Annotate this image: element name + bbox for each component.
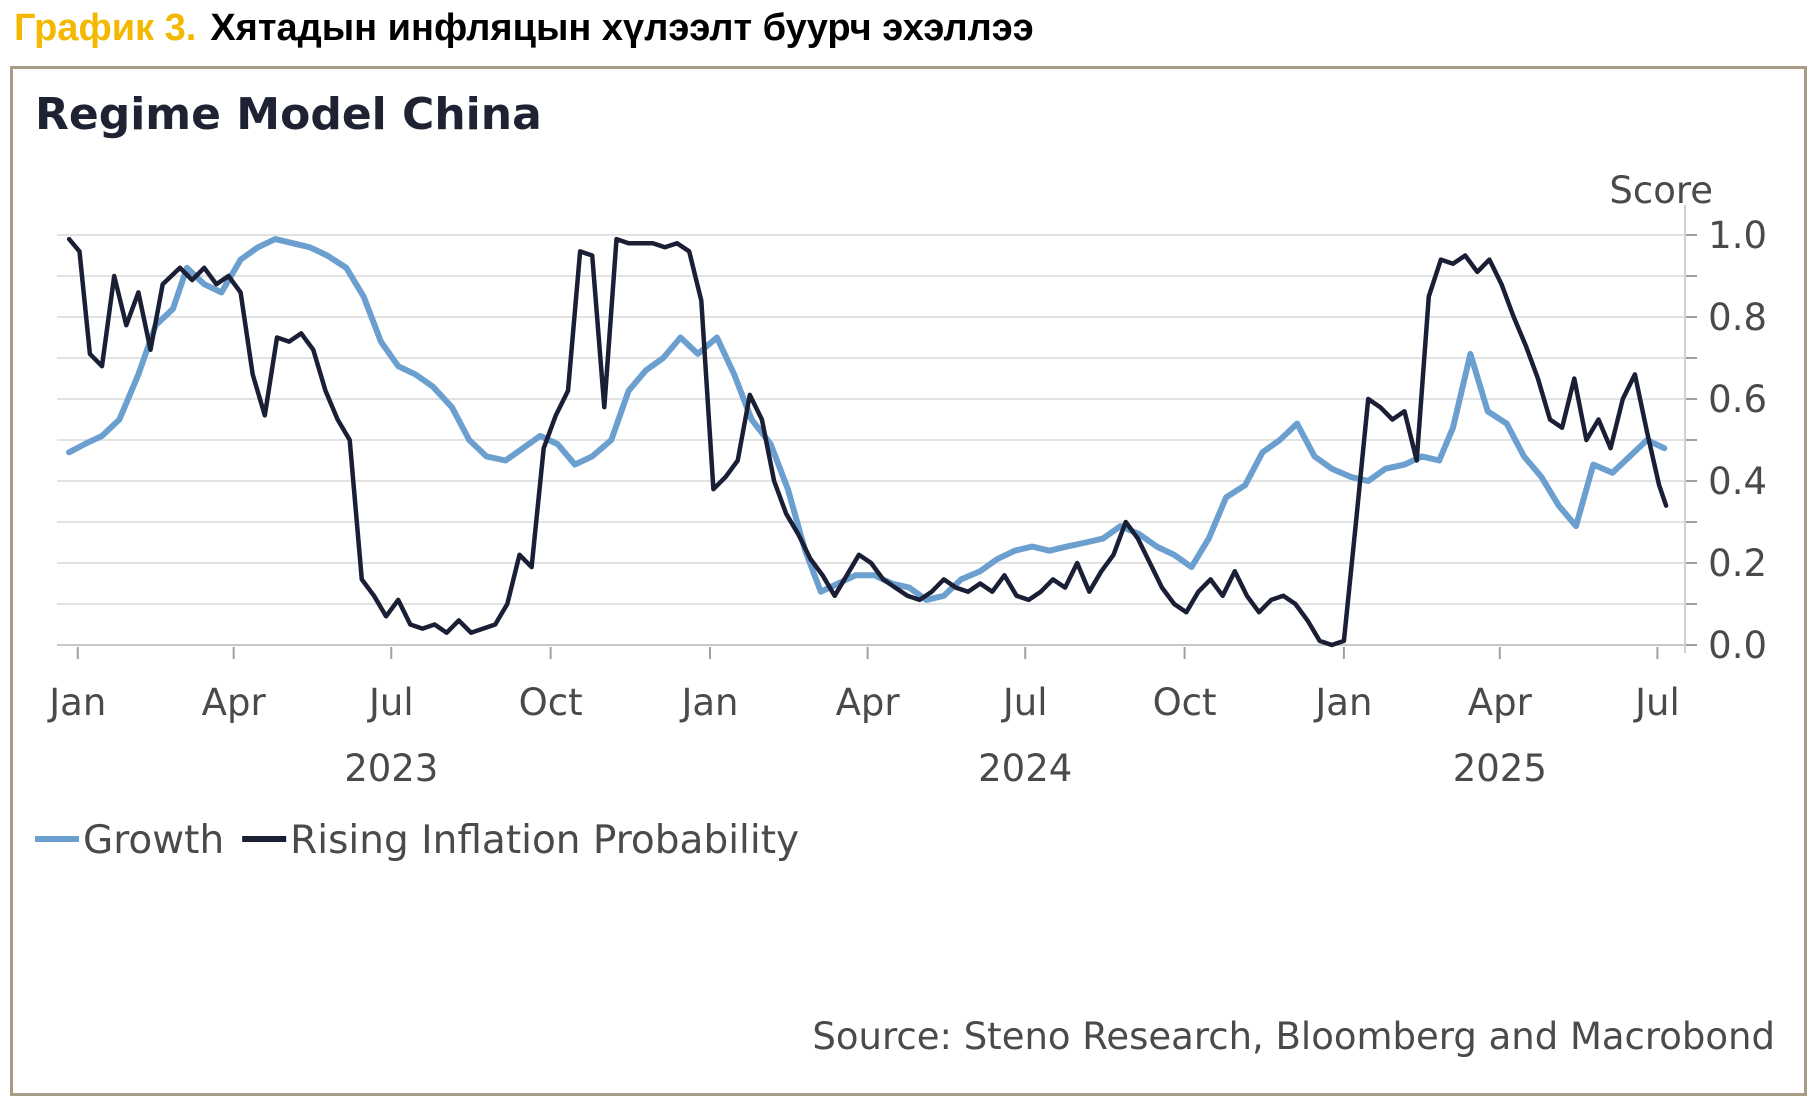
page-header: График 3. Хятадын инфляцын хүлээлт буурч… <box>14 2 1034 54</box>
x-tick-label: Oct <box>519 681 583 724</box>
x-year-label: 2025 <box>1453 747 1547 790</box>
y-axis-label: Score <box>1609 169 1713 212</box>
x-tick-label: Apr <box>836 681 901 724</box>
x-tick-label: Oct <box>1153 681 1217 724</box>
source-note: Source: Steno Research, Bloomberg and Ma… <box>812 1015 1775 1058</box>
x-tick-label: Jul <box>367 681 414 724</box>
x-tick-label: Jul <box>1001 681 1048 724</box>
chart-number-label: График 3. <box>14 6 197 49</box>
series-line-rising-inflation-probability <box>66 236 1669 648</box>
y-tick-label: 0.6 <box>1708 378 1767 421</box>
regime-model-chart: Regime Model China Score 1.0 0.8 0.6 0.4 0.2… <box>35 89 1775 1058</box>
chart-frame: Regime Model China Score 1.0 0.8 0.6 0.4 0.2… <box>10 66 1807 1096</box>
gridlines <box>57 234 1685 646</box>
y-tick-label: 0.4 <box>1708 460 1767 503</box>
series-lines <box>66 236 1669 648</box>
chart-title: Regime Model China <box>35 89 542 140</box>
x-tick-label: Jan <box>1313 681 1372 724</box>
legend-label: Growth <box>83 818 224 863</box>
x-tick-label: Apr <box>1468 681 1533 724</box>
y-tick-label: 0.8 <box>1708 296 1767 339</box>
series-line-growth <box>66 236 1668 603</box>
x-tick-label: Jul <box>1633 681 1680 724</box>
x-tick-label: Apr <box>202 681 267 724</box>
x-year-label: 2023 <box>344 747 438 790</box>
legend-label: Rising Inflation Probability <box>290 818 799 863</box>
y-tick-label: 0.2 <box>1708 542 1767 585</box>
y-tick-label: 0.0 <box>1708 624 1767 667</box>
axes: 1.0 0.8 0.6 0.4 0.2 0.0 Jan Apr Jul Oct Jan Apr Jul O… <box>47 205 1767 790</box>
x-year-label: 2024 <box>978 747 1072 790</box>
page-title: Хятадын инфляцын хүлээлт буурч эхэллээ <box>210 6 1034 49</box>
x-tick-label: Jan <box>679 681 738 724</box>
y-tick-label: 1.0 <box>1708 214 1767 257</box>
legend: Growth Rising Inflation Probability <box>35 818 799 863</box>
x-tick-label: Jan <box>47 681 106 724</box>
